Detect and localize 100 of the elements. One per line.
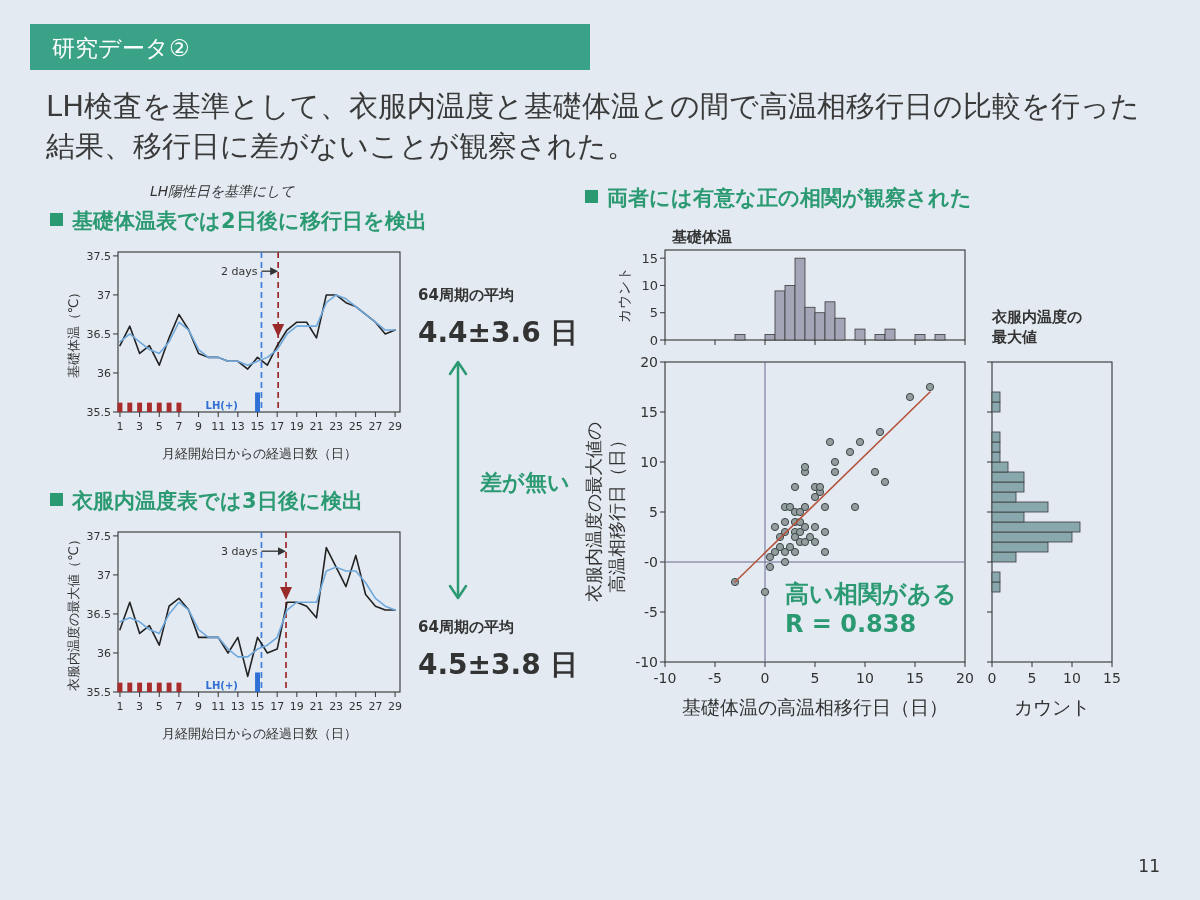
text: 4.5±3.8 日 <box>418 648 579 681</box>
y-tick-label: 35.5 <box>86 685 111 699</box>
x-tick-label: 3 <box>136 700 144 713</box>
point <box>810 537 820 547</box>
chart-subtitle: 基礎体温 <box>671 228 732 246</box>
chart-title: 基礎体温表では2日後に移行日を検出 <box>71 209 427 233</box>
y-axis-title: 衣服内温度の最大値の高温相移行日（日） <box>583 422 627 602</box>
point <box>870 467 880 477</box>
y-tick-label: 10 <box>641 278 658 294</box>
x-tick-label: 5 <box>810 670 820 686</box>
point <box>880 477 890 487</box>
y-tick-label: 37.5 <box>86 529 111 543</box>
x-tick-label: 15 <box>250 700 265 713</box>
x-tick-label: 20 <box>956 670 974 686</box>
point <box>825 437 835 447</box>
text: 4.4±3.6 日 <box>418 316 579 349</box>
annotation: 3 days <box>220 545 258 559</box>
x-tick-label: 25 <box>348 420 363 433</box>
x-tick-label: 17 <box>270 420 285 433</box>
x-tick-label: 15 <box>250 420 265 433</box>
point <box>815 482 825 492</box>
point <box>800 462 810 472</box>
point <box>795 507 805 517</box>
point <box>850 502 860 512</box>
x-tick-label: 23 <box>329 700 344 713</box>
x-axis-title: 基礎体温の高温相移行日（日） <box>682 696 948 718</box>
y-tick-label: 10 <box>640 454 658 471</box>
x-tick-label: 15 <box>1103 670 1121 686</box>
x-tick-label: 25 <box>348 700 363 713</box>
point <box>925 382 935 392</box>
point <box>790 547 800 557</box>
y-tick-label: 37 <box>97 288 111 302</box>
x-tick-label: 19 <box>289 420 304 433</box>
point <box>785 502 795 512</box>
x-tick-label: 29 <box>388 700 403 713</box>
x-axis-title: 月経開始日からの経過日数（日） <box>161 726 357 741</box>
x-tick-label: -5 <box>708 670 722 686</box>
x-axis-title: 月経開始日からの経過日数（日） <box>161 446 357 461</box>
point <box>800 522 810 532</box>
annotation: 高い相関がある <box>785 580 957 608</box>
y-tick-label: 5 <box>649 504 658 521</box>
annotation: LH(+) <box>205 680 238 691</box>
point <box>830 467 840 477</box>
point <box>820 527 830 537</box>
x-axis-title: カウント <box>1014 696 1090 718</box>
x-tick-label: 27 <box>368 420 383 433</box>
x-tick-label: 15 <box>906 670 924 686</box>
y-tick-label: 20 <box>640 354 658 371</box>
text: LH検査を基準として、衣服内温度と基礎体温との間で高温相移行日の比較を行った結果、移行日に差がないことが観察された。 <box>45 89 1140 163</box>
annotation: 2 days <box>220 265 258 279</box>
x-tick-label: 0 <box>987 670 997 686</box>
x-tick-label: 13 <box>230 420 245 433</box>
x-tick-label: 0 <box>760 670 770 686</box>
text: 64周期の平均 <box>418 286 514 304</box>
y-axis-title: カウント <box>616 267 632 323</box>
y-tick-label: -0 <box>644 554 658 571</box>
point <box>780 517 790 527</box>
x-tick-label: 5 <box>155 420 163 433</box>
x-tick-label: 7 <box>175 700 183 713</box>
point <box>780 547 790 557</box>
text: 差が無い <box>479 470 570 495</box>
point <box>780 557 790 567</box>
x-tick-label: 1 <box>116 420 124 433</box>
point <box>795 527 805 537</box>
x-tick-label: 3 <box>136 420 144 433</box>
point <box>800 502 810 512</box>
chart-subtitle: LH陽性日を基準にして <box>150 183 296 199</box>
x-tick-label: 7 <box>175 420 183 433</box>
x-tick-label: 29 <box>388 420 403 433</box>
x-tick-label: 23 <box>329 420 344 433</box>
x-tick-label: 17 <box>270 700 285 713</box>
y-tick-label: 36.5 <box>86 327 111 341</box>
y-tick-label: 36.5 <box>86 607 111 621</box>
point <box>770 522 780 532</box>
x-tick-label: 21 <box>309 700 324 713</box>
x-tick-label: 5 <box>155 700 163 713</box>
y-axis-title: 衣服内温度の最大値（℃） <box>66 533 81 691</box>
chart-title: 衣服内温度表では3日後に検出 <box>71 489 363 513</box>
x-tick-label: 21 <box>309 420 324 433</box>
y-tick-label: 36 <box>97 366 111 380</box>
y-tick-label: -10 <box>635 654 658 671</box>
point <box>765 552 775 562</box>
chart-title: 衣服内温度の最大値 <box>991 308 1082 346</box>
x-tick-label: 19 <box>289 700 304 713</box>
y-tick-label: 5 <box>649 305 658 321</box>
point <box>810 492 820 502</box>
chart-title: 両者には有意な正の相関が観察された <box>607 186 972 210</box>
y-tick-label: 37.5 <box>86 249 111 263</box>
x-tick-label: 11 <box>211 700 226 713</box>
point <box>810 522 820 532</box>
point <box>785 542 795 552</box>
text: 64周期の平均 <box>418 618 514 636</box>
annotation: R = 0.838 <box>785 610 917 638</box>
text: 11 <box>1138 856 1160 876</box>
point <box>805 532 815 542</box>
y-tick-label: 0 <box>649 332 658 348</box>
x-tick-label: 9 <box>195 420 203 433</box>
x-tick-label: 11 <box>211 420 226 433</box>
point <box>790 482 800 492</box>
point <box>770 547 780 557</box>
